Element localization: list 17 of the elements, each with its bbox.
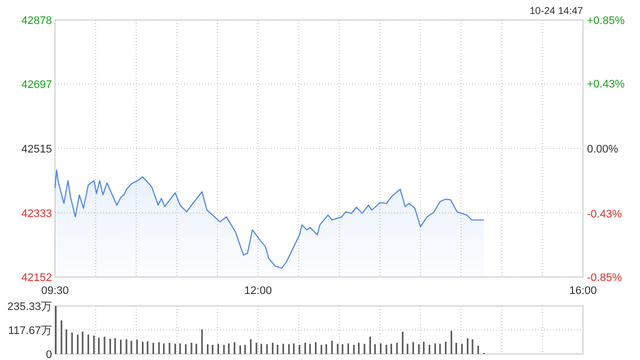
- y-tick-label: 42515: [21, 144, 52, 156]
- x-tick-label: 16:00: [569, 285, 597, 297]
- y-tick-label: 42878: [21, 15, 52, 27]
- y-tick-label: 117.67万: [8, 325, 52, 337]
- y-tick-label: 42152: [21, 272, 52, 284]
- y-tick-label: 0: [46, 349, 52, 360]
- y2-tick-label: +0.43%: [587, 78, 625, 90]
- y-tick-label: 42697: [21, 79, 52, 92]
- y-tick-label: 42333: [21, 208, 52, 220]
- x-tick-label: 12:00: [244, 285, 272, 297]
- y-tick-label: 235.33万: [7, 301, 52, 313]
- y2-tick-label: -0.85%: [587, 272, 622, 284]
- y2-tick-label: +0.85%: [587, 15, 625, 27]
- y2-tick-label: 0.00%: [587, 144, 618, 156]
- y2-tick-label: -0.43%: [587, 208, 622, 221]
- text: 10-24 14:47: [530, 6, 584, 17]
- x-tick-label: 09:30: [41, 285, 69, 297]
